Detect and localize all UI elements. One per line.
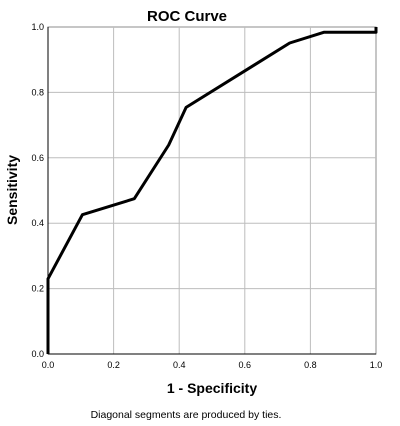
y-tick-labels: 0.0 0.2 0.4 0.6 0.8 1.0 (31, 22, 44, 359)
y-tick-label: 0.4 (31, 218, 44, 228)
grid (48, 27, 376, 354)
chart-title: ROC Curve (147, 8, 227, 25)
roc-curve-line (46, 27, 378, 354)
y-tick-label: 0.6 (31, 153, 44, 163)
x-tick-label: 0.8 (304, 360, 317, 370)
x-tick-labels: 0.0 0.2 0.4 0.6 0.8 1.0 (42, 360, 383, 370)
x-tick-label: 0.2 (107, 360, 120, 370)
y-axis-label: Sensitivity (4, 155, 20, 225)
y-tick-label: 0.8 (31, 87, 44, 97)
x-tick-label: 0.6 (239, 360, 252, 370)
chart-footnote: Diagonal segments are produced by ties. (91, 409, 282, 421)
x-tick-label: 0.4 (173, 360, 186, 370)
plot-area (47, 26, 377, 355)
x-tick-label: 1.0 (370, 360, 383, 370)
x-tick-label: 0.0 (42, 360, 55, 370)
y-tick-label: 0.0 (31, 349, 44, 359)
series-group (46, 27, 378, 354)
x-axis-label: 1 - Specificity (167, 380, 257, 396)
y-tick-label: 1.0 (31, 22, 44, 32)
y-tick-label: 0.2 (31, 284, 44, 294)
